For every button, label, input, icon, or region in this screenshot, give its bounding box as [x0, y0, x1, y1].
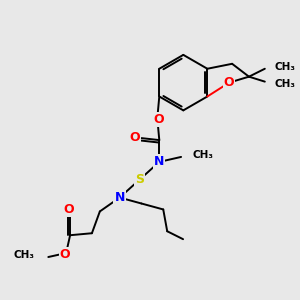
Text: O: O — [224, 76, 235, 89]
Text: CH₃: CH₃ — [14, 250, 34, 260]
Text: O: O — [64, 203, 74, 216]
Text: CH₃: CH₃ — [275, 79, 296, 88]
Text: CH₃: CH₃ — [275, 62, 296, 72]
Text: N: N — [115, 191, 125, 204]
Text: CH₃: CH₃ — [193, 150, 214, 160]
Text: O: O — [153, 113, 164, 126]
Text: O: O — [60, 248, 70, 260]
Text: N: N — [154, 155, 164, 168]
Text: O: O — [129, 130, 140, 144]
Text: S: S — [135, 173, 144, 186]
